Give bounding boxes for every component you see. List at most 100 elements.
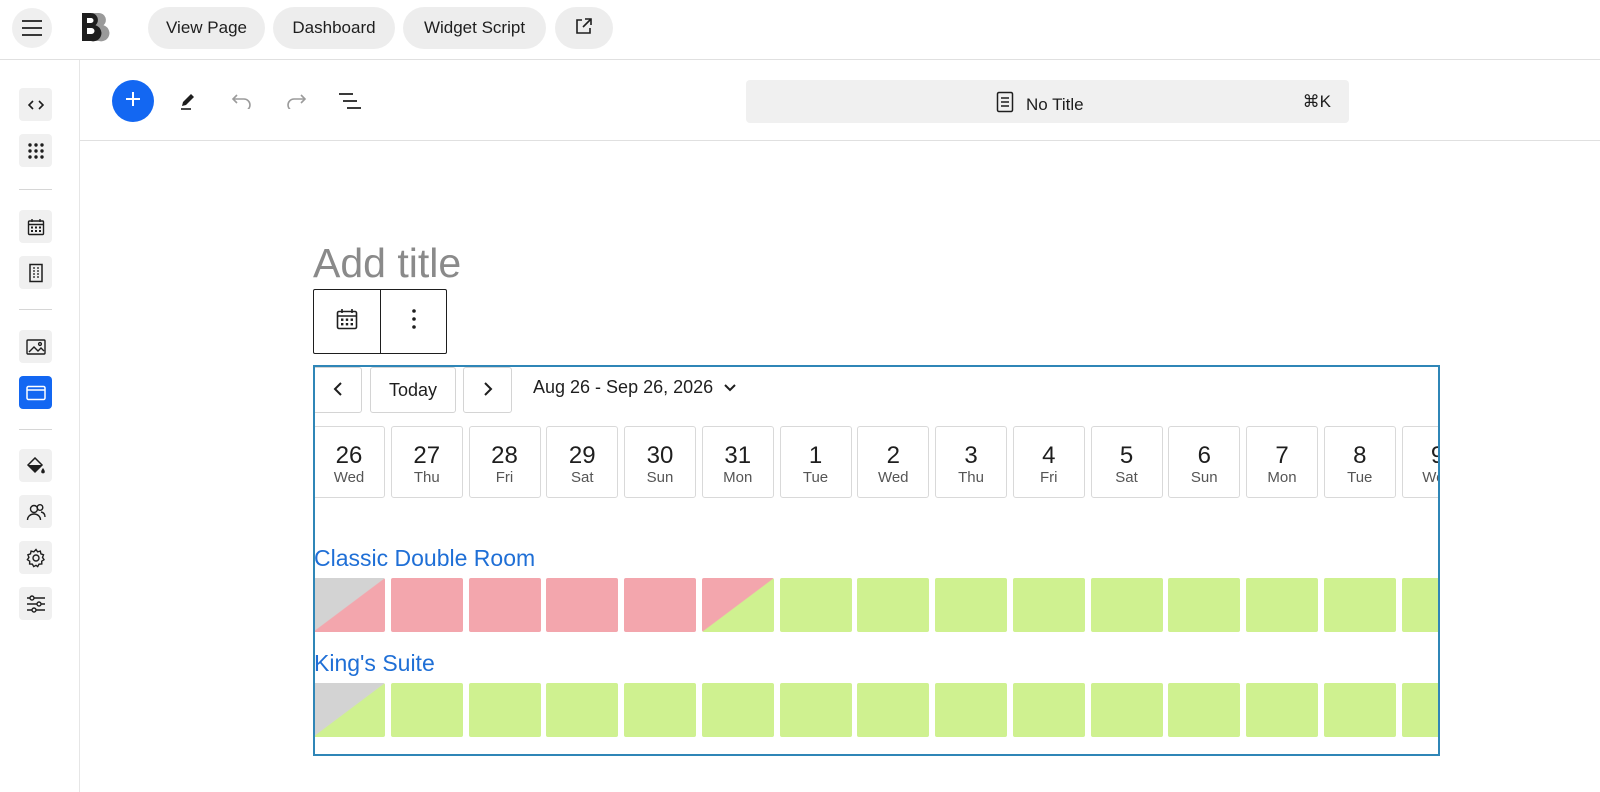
availability-cell[interactable] bbox=[779, 683, 852, 737]
day-header: 26 Wed bbox=[315, 426, 385, 498]
day-header: 29 Sat bbox=[546, 426, 619, 498]
undo-icon[interactable] bbox=[225, 84, 259, 118]
availability-calendar-widget: Today Aug 26 - Sep 26, 2026 26 Wed 27 Thu 28… bbox=[313, 365, 1440, 756]
availability-cell[interactable] bbox=[624, 683, 696, 737]
left-rail bbox=[0, 60, 80, 792]
document-icon bbox=[996, 91, 1014, 118]
block-options-button[interactable] bbox=[380, 290, 446, 353]
day-header: 1 Tue bbox=[779, 426, 852, 498]
pencil-icon[interactable] bbox=[171, 84, 205, 118]
today-button[interactable]: Today bbox=[370, 367, 456, 413]
availability-cell[interactable] bbox=[857, 683, 930, 737]
widget-script-button[interactable]: Widget Script bbox=[403, 7, 546, 49]
day-of-week: Wed bbox=[877, 469, 909, 486]
add-block-button[interactable] bbox=[112, 80, 154, 122]
block-type-button[interactable] bbox=[314, 290, 380, 353]
paint-bucket-icon[interactable] bbox=[19, 449, 52, 482]
code-icon[interactable] bbox=[19, 88, 52, 121]
availability-cell[interactable] bbox=[935, 578, 1007, 632]
availability-cell[interactable] bbox=[546, 683, 619, 737]
availability-cell[interactable] bbox=[701, 683, 774, 737]
redo-icon[interactable] bbox=[279, 84, 313, 118]
next-period-button[interactable] bbox=[463, 367, 512, 413]
availability-cell[interactable] bbox=[779, 578, 852, 632]
external-link-button[interactable] bbox=[555, 7, 613, 49]
day-number: 29 bbox=[568, 442, 596, 469]
day-header: 9Wed bbox=[1401, 426, 1438, 498]
availability-cell[interactable] bbox=[1090, 578, 1163, 632]
day-of-week: Sat bbox=[1115, 469, 1138, 486]
external-link-icon bbox=[574, 16, 594, 41]
availability-cell[interactable] bbox=[1246, 683, 1318, 737]
availability-cell[interactable] bbox=[546, 578, 619, 632]
date-range-dropdown[interactable]: Aug 26 - Sep 26, 2026 bbox=[533, 377, 737, 398]
availability-cell[interactable] bbox=[390, 683, 463, 737]
day-header: 5 Sat bbox=[1090, 426, 1163, 498]
day-of-week: Fri bbox=[495, 469, 514, 486]
availability-cell[interactable] bbox=[935, 683, 1007, 737]
calendar-icon[interactable] bbox=[19, 210, 52, 243]
room-name[interactable]: King's Suite bbox=[314, 650, 435, 676]
availability-cell[interactable] bbox=[1246, 578, 1318, 632]
day-of-week: Tue bbox=[1347, 469, 1373, 486]
day-header: 31 Mon bbox=[701, 426, 774, 498]
list-view-icon[interactable] bbox=[333, 84, 367, 118]
availability-cell[interactable] bbox=[468, 578, 541, 632]
day-header: 28 Fri bbox=[468, 426, 541, 498]
prev-period-button[interactable] bbox=[315, 367, 362, 413]
day-of-week: Sat bbox=[570, 469, 594, 486]
availability-cell[interactable] bbox=[390, 578, 463, 632]
grid-icon[interactable] bbox=[19, 134, 52, 167]
chevron-left-icon bbox=[333, 380, 343, 401]
availability-cell[interactable] bbox=[315, 578, 385, 632]
availability-cell[interactable] bbox=[1401, 578, 1438, 632]
settings-icon[interactable] bbox=[19, 541, 52, 574]
availability-cell[interactable] bbox=[315, 683, 385, 737]
availability-cell[interactable] bbox=[701, 578, 774, 632]
day-of-week: Wed bbox=[1422, 469, 1438, 486]
day-header: 8 Tue bbox=[1323, 426, 1396, 498]
top-bar: View Page Dashboard Widget Script bbox=[0, 0, 1600, 60]
keyboard-shortcut: ⌘K bbox=[1302, 92, 1331, 111]
day-number: 5 bbox=[1119, 442, 1134, 469]
availability-cell[interactable] bbox=[468, 683, 541, 737]
availability-cell[interactable] bbox=[624, 578, 696, 632]
image-icon[interactable] bbox=[19, 330, 52, 363]
availability-cell[interactable] bbox=[1323, 683, 1396, 737]
day-number: 27 bbox=[413, 442, 441, 469]
day-header: 7 Mon bbox=[1246, 426, 1318, 498]
availability-cell[interactable] bbox=[1012, 578, 1085, 632]
room-name[interactable]: Classic Double Room bbox=[314, 545, 536, 571]
availability-cell[interactable] bbox=[1323, 578, 1396, 632]
browser-window-icon[interactable] bbox=[19, 376, 52, 409]
editor-toolbar: No Title ⌘K bbox=[80, 60, 1600, 141]
sliders-icon[interactable] bbox=[19, 587, 52, 620]
day-number: 30 bbox=[646, 442, 674, 469]
rail-divider bbox=[19, 429, 52, 430]
day-of-week: Wed bbox=[333, 469, 365, 486]
day-number: 8 bbox=[1353, 442, 1367, 469]
availability-cell[interactable] bbox=[1090, 683, 1163, 737]
availability-cell[interactable] bbox=[1401, 683, 1438, 737]
chevron-right-icon bbox=[483, 380, 493, 401]
brand-logo[interactable] bbox=[80, 11, 116, 45]
day-header: 4 Fri bbox=[1012, 426, 1085, 498]
building-icon[interactable] bbox=[19, 256, 52, 289]
date-range-label: Aug 26 - Sep 26, 2026 bbox=[533, 377, 714, 397]
day-of-week: Tue bbox=[802, 469, 829, 486]
block-toolbar bbox=[313, 289, 447, 354]
users-icon[interactable] bbox=[19, 495, 52, 528]
availability-cell[interactable] bbox=[1012, 683, 1085, 737]
dashboard-button[interactable]: Dashboard bbox=[273, 7, 395, 49]
command-palette-button[interactable]: No Title ⌘K bbox=[746, 80, 1349, 123]
hamburger-icon[interactable] bbox=[12, 8, 52, 48]
availability-cell[interactable] bbox=[857, 578, 930, 632]
day-of-week: Sun bbox=[646, 469, 674, 486]
day-number: 9 bbox=[1403, 443, 1438, 469]
view-page-button[interactable]: View Page bbox=[148, 7, 265, 49]
calendar-icon bbox=[336, 308, 358, 335]
day-number: 2 bbox=[886, 442, 900, 469]
availability-cell[interactable] bbox=[1168, 683, 1241, 737]
post-title-input[interactable]: Add title bbox=[313, 240, 462, 286]
availability-cell[interactable] bbox=[1168, 578, 1241, 632]
